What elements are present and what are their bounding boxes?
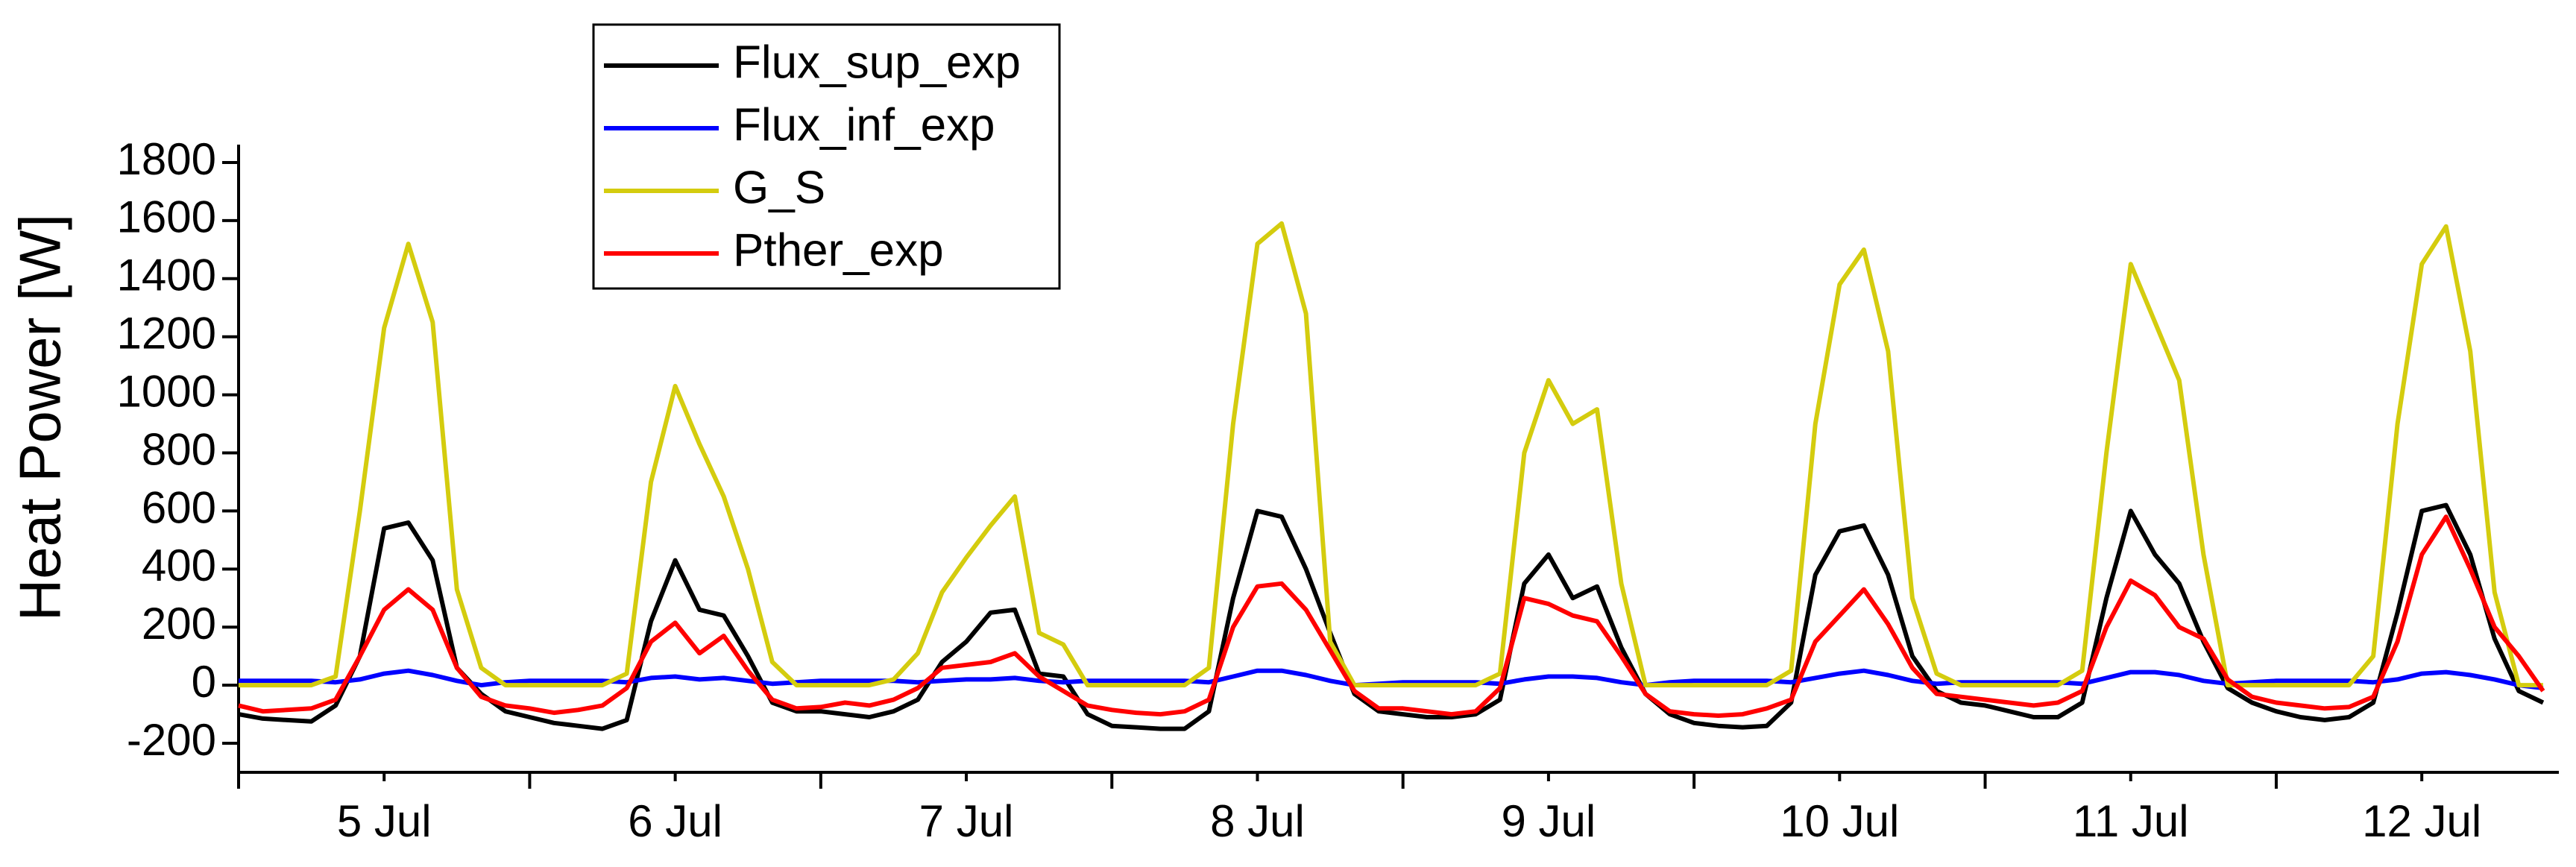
y-tick-label: -200 bbox=[127, 715, 216, 765]
y-tick-label: 400 bbox=[142, 540, 216, 590]
x-tick-label: 5 Jul bbox=[337, 796, 432, 846]
y-tick-label: 800 bbox=[142, 424, 216, 474]
legend-box bbox=[592, 23, 1061, 290]
y-tick-label: 0 bbox=[192, 657, 216, 707]
y-tick-label: 600 bbox=[142, 482, 216, 532]
x-tick-label: 8 Jul bbox=[1210, 796, 1305, 846]
x-tick-label: 12 Jul bbox=[2362, 796, 2481, 846]
y-tick-label: 200 bbox=[142, 599, 216, 649]
legend-label: Flux_inf_exp bbox=[733, 99, 995, 151]
x-tick-label: 6 Jul bbox=[628, 796, 722, 846]
series-line bbox=[239, 221, 2543, 688]
y-tick-label: 1000 bbox=[117, 366, 216, 416]
y-tick-label: 1800 bbox=[117, 134, 216, 184]
x-tick-label: 9 Jul bbox=[1502, 796, 1596, 846]
x-tick-label: 10 Jul bbox=[1780, 796, 1899, 846]
series-line bbox=[238, 514, 2545, 718]
series-line bbox=[238, 502, 2545, 731]
x-tick-label: 11 Jul bbox=[2073, 796, 2189, 846]
legend-label: G_S bbox=[733, 162, 825, 213]
y-tick-label: 1200 bbox=[117, 309, 216, 359]
legend-label: Flux_sup_exp bbox=[733, 37, 1021, 88]
y-tick-label: 1600 bbox=[117, 192, 216, 242]
y-tick-label: 1400 bbox=[117, 250, 216, 300]
legend-label: Pther_exp bbox=[733, 224, 944, 276]
x-tick-label: 7 Jul bbox=[919, 796, 1014, 846]
y-axis-label: Heat Power [W] bbox=[7, 214, 73, 621]
